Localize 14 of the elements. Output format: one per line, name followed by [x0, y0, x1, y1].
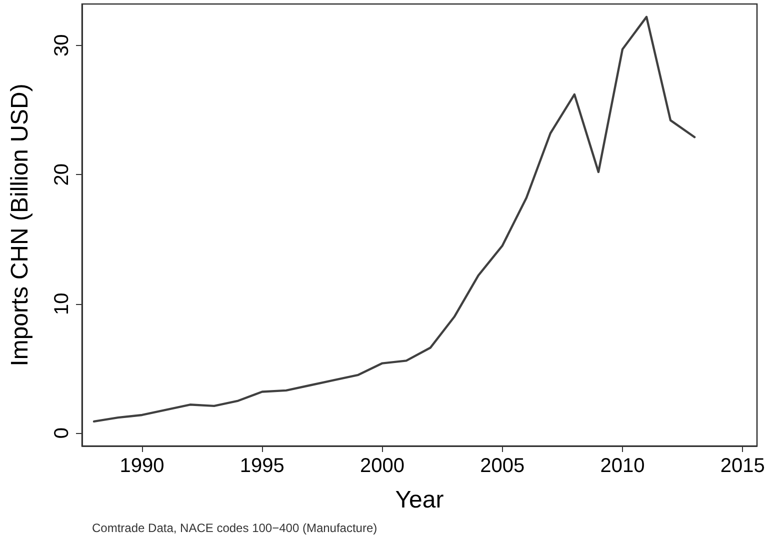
text: Comtrade Data, NACE codes 100−400 (Manufacture) [92, 521, 378, 535]
x-tick-label: 1990 [120, 455, 164, 477]
y-tick-label: 20 [51, 163, 73, 186]
line-series [92, 16, 696, 423]
x-tick-label: 2005 [480, 455, 525, 477]
x-tick-label: 1995 [240, 455, 284, 477]
y-axis-title: Imports CHN (Billion USD) [6, 84, 34, 366]
y-tick-label: 0 [51, 428, 73, 439]
x-tick-label: 2000 [360, 455, 405, 477]
x-tick-label: 2010 [600, 455, 645, 477]
x-tick-label: 2015 [720, 455, 765, 477]
x-axis-title: Year [395, 486, 444, 514]
y-tick-label: 10 [51, 292, 73, 315]
y-tick-label: 30 [51, 34, 73, 56]
